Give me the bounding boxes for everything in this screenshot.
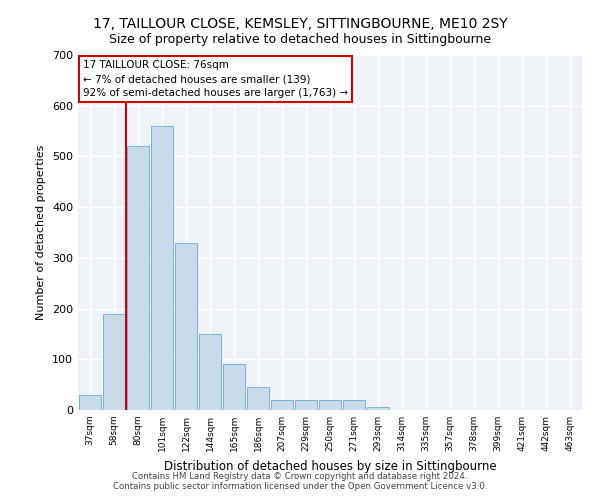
Text: 17 TAILLOUR CLOSE: 76sqm
← 7% of detached houses are smaller (139)
92% of semi-d: 17 TAILLOUR CLOSE: 76sqm ← 7% of detache… [83, 60, 348, 98]
Text: Size of property relative to detached houses in Sittingbourne: Size of property relative to detached ho… [109, 32, 491, 46]
Bar [247, 387, 269, 410]
Text: Contains public sector information licensed under the Open Government Licence v3: Contains public sector information licen… [113, 482, 487, 491]
Bar [199, 334, 221, 410]
Bar [79, 395, 101, 410]
Text: 17, TAILLOUR CLOSE, KEMSLEY, SITTINGBOURNE, ME10 2SY: 17, TAILLOUR CLOSE, KEMSLEY, SITTINGBOUR… [92, 18, 508, 32]
Bar [295, 400, 317, 410]
Bar [151, 126, 173, 410]
Bar [223, 364, 245, 410]
Bar [343, 400, 365, 410]
Y-axis label: Number of detached properties: Number of detached properties [37, 145, 46, 320]
Bar [271, 400, 293, 410]
Text: Contains HM Land Registry data © Crown copyright and database right 2024.: Contains HM Land Registry data © Crown c… [132, 472, 468, 481]
Bar [367, 408, 389, 410]
Bar [103, 314, 125, 410]
Bar [319, 400, 341, 410]
X-axis label: Distribution of detached houses by size in Sittingbourne: Distribution of detached houses by size … [164, 460, 496, 472]
Bar [175, 242, 197, 410]
Bar [127, 146, 149, 410]
